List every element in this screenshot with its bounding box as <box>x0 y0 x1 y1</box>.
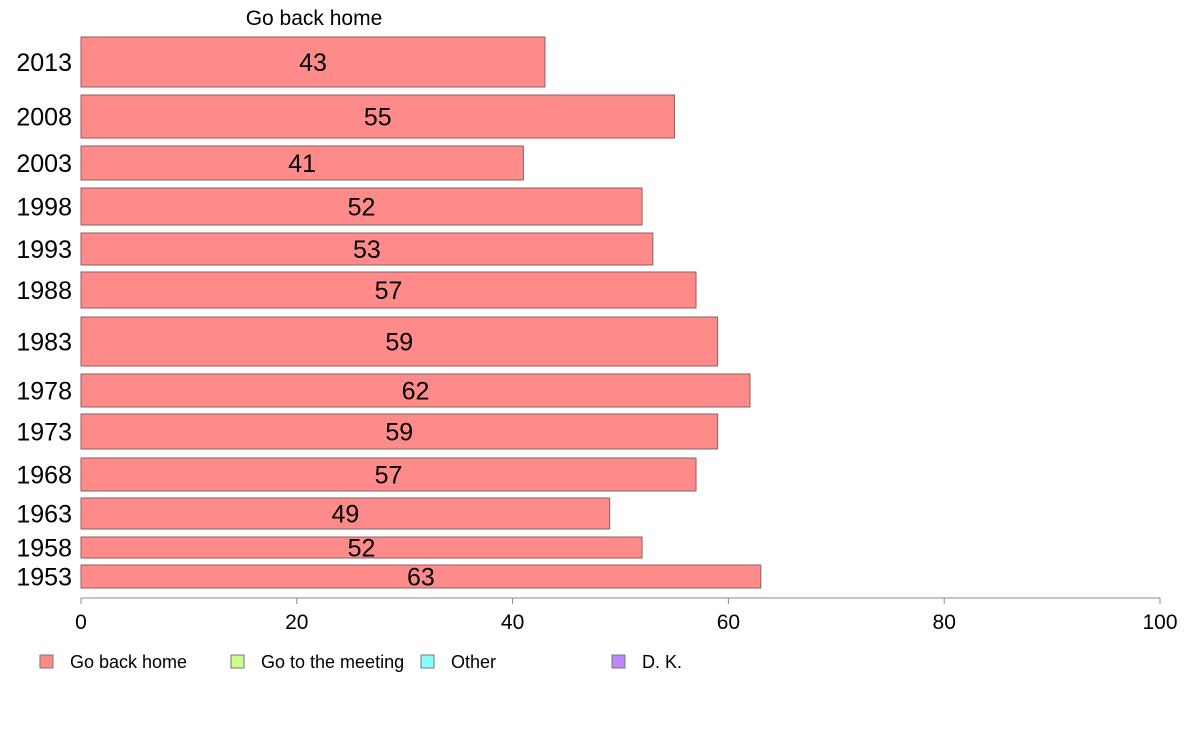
value-label-2003: 41 <box>288 150 316 178</box>
bar-2008 <box>80 94 675 139</box>
category-label-1988: 1988 <box>16 277 72 305</box>
bar-2013 <box>80 36 546 88</box>
legend-label-1: Go back home <box>70 652 187 672</box>
x-tick-label-100: 100 <box>1142 611 1177 634</box>
category-label-1973: 1973 <box>16 419 72 447</box>
value-label-1953: 63 <box>407 564 435 592</box>
bar-2003 <box>80 145 524 181</box>
bar-1963 <box>80 497 611 530</box>
category-label-1958: 1958 <box>16 535 72 563</box>
value-label-2013: 43 <box>299 49 327 77</box>
bar-1958 <box>80 536 643 559</box>
value-label-1998: 52 <box>348 194 376 222</box>
x-tick-label-60: 60 <box>717 611 740 634</box>
x-tick-label-0: 0 <box>75 611 87 634</box>
category-label-2008: 2008 <box>16 104 72 132</box>
legend-swatch-4 <box>611 654 626 669</box>
legend-label-2: Go to the meeting <box>261 652 404 672</box>
category-label-1978: 1978 <box>16 378 72 406</box>
x-tick-label-20: 20 <box>285 611 308 634</box>
value-label-1983: 59 <box>385 329 413 357</box>
value-label-1968: 57 <box>375 462 403 490</box>
value-label-1963: 49 <box>331 501 359 529</box>
value-label-2008: 55 <box>364 104 392 132</box>
panel-title: Go back home <box>246 7 383 30</box>
legend-swatch-3 <box>420 654 435 669</box>
category-label-2013: 2013 <box>16 49 72 77</box>
bar-1998 <box>80 187 643 226</box>
category-label-1953: 1953 <box>16 564 72 592</box>
bar-1983 <box>80 316 719 367</box>
category-label-1983: 1983 <box>16 329 72 357</box>
legend: Go back home Go to the meeting Other D. K. <box>39 652 682 672</box>
category-label-1993: 1993 <box>16 236 72 264</box>
bars-layer: 2013 43 2008 55 2003 41 1998 52 1993 53 1988 57 1983… <box>16 36 762 592</box>
value-label-1993: 53 <box>353 236 381 264</box>
value-label-1988: 57 <box>375 277 403 305</box>
category-label-1998: 1998 <box>16 194 72 222</box>
category-label-1968: 1968 <box>16 462 72 490</box>
bar-1953 <box>80 564 762 589</box>
bar-1978 <box>80 373 751 408</box>
bar-1973 <box>80 413 719 450</box>
category-label-2003: 2003 <box>16 150 72 178</box>
bar-1968 <box>80 457 697 492</box>
legend-label-3: Other <box>451 652 496 672</box>
value-label-1978: 62 <box>402 378 430 406</box>
legend-swatch-2 <box>230 654 245 669</box>
x-tick-label-80: 80 <box>933 611 956 634</box>
bar-1988 <box>80 271 697 309</box>
legend-swatch-1 <box>39 654 54 669</box>
category-label-1963: 1963 <box>16 501 72 529</box>
legend-label-4: D. K. <box>642 652 682 672</box>
bar-1993 <box>80 232 654 266</box>
x-axis: 0 20 40 60 80 100 <box>75 597 1178 634</box>
value-label-1958: 52 <box>348 535 376 563</box>
x-tick-label-40: 40 <box>501 611 524 634</box>
value-label-1973: 59 <box>385 419 413 447</box>
